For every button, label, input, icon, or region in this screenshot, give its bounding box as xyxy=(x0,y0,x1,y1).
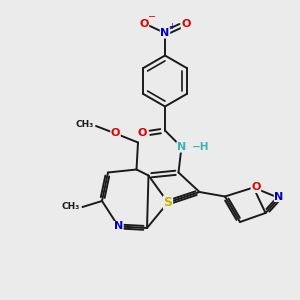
Text: S: S xyxy=(164,196,172,209)
Text: O: O xyxy=(137,128,147,139)
Text: N: N xyxy=(177,142,186,152)
Text: N: N xyxy=(274,191,284,202)
Text: N: N xyxy=(114,221,123,232)
Text: −: − xyxy=(148,12,156,22)
Text: O: O xyxy=(111,128,120,139)
Text: CH₃: CH₃ xyxy=(62,202,80,211)
Text: O: O xyxy=(139,19,149,29)
Text: +: + xyxy=(168,22,175,31)
Text: O: O xyxy=(251,182,261,193)
Text: O: O xyxy=(181,19,191,29)
Text: CH₃: CH₃ xyxy=(75,120,94,129)
Text: −H: −H xyxy=(192,142,209,152)
Text: N: N xyxy=(160,28,169,38)
